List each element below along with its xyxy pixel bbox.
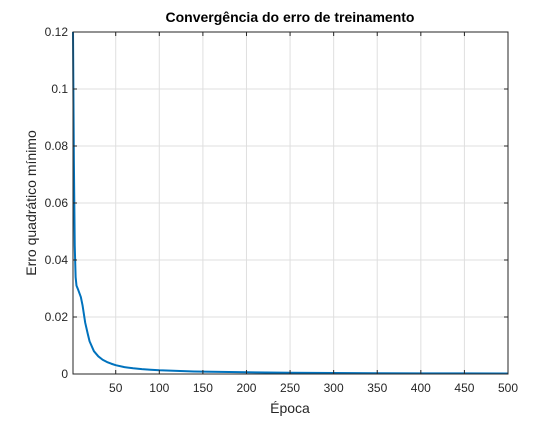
y-tick-label: 0.1 [51, 82, 68, 96]
series-group [72, 31, 509, 375]
x-tick-label: 350 [367, 381, 387, 395]
y-tick-label: 0.04 [45, 253, 69, 267]
x-tick-label: 150 [193, 381, 213, 395]
x-tick-label: 450 [454, 381, 474, 395]
y-axis-label: Erro quadrático mínimo [23, 130, 39, 276]
y-axis-ticks: 0 0.02 0.04 0.06 0.08 0.1 0.12 [45, 25, 508, 381]
y-tick-label: 0.02 [45, 310, 69, 324]
x-tick-label: 100 [149, 381, 169, 395]
y-tick-label: 0.08 [45, 139, 69, 153]
x-tick-label: 50 [109, 381, 123, 395]
series-line [72, 31, 509, 375]
x-tick-label: 400 [411, 381, 431, 395]
x-tick-label: 500 [498, 381, 518, 395]
y-tick-label: 0.06 [45, 196, 69, 210]
y-tick-label: 0 [61, 367, 68, 381]
x-tick-label: 250 [280, 381, 300, 395]
x-axis-ticks: 50 100 150 200 250 300 350 400 450 500 [109, 32, 518, 395]
x-axis-label: Época [270, 400, 310, 416]
chart-title: Convergência do erro de treinamento [166, 9, 415, 25]
x-tick-label: 300 [324, 381, 344, 395]
y-tick-label: 0.12 [45, 25, 69, 39]
x-tick-label: 200 [236, 381, 256, 395]
